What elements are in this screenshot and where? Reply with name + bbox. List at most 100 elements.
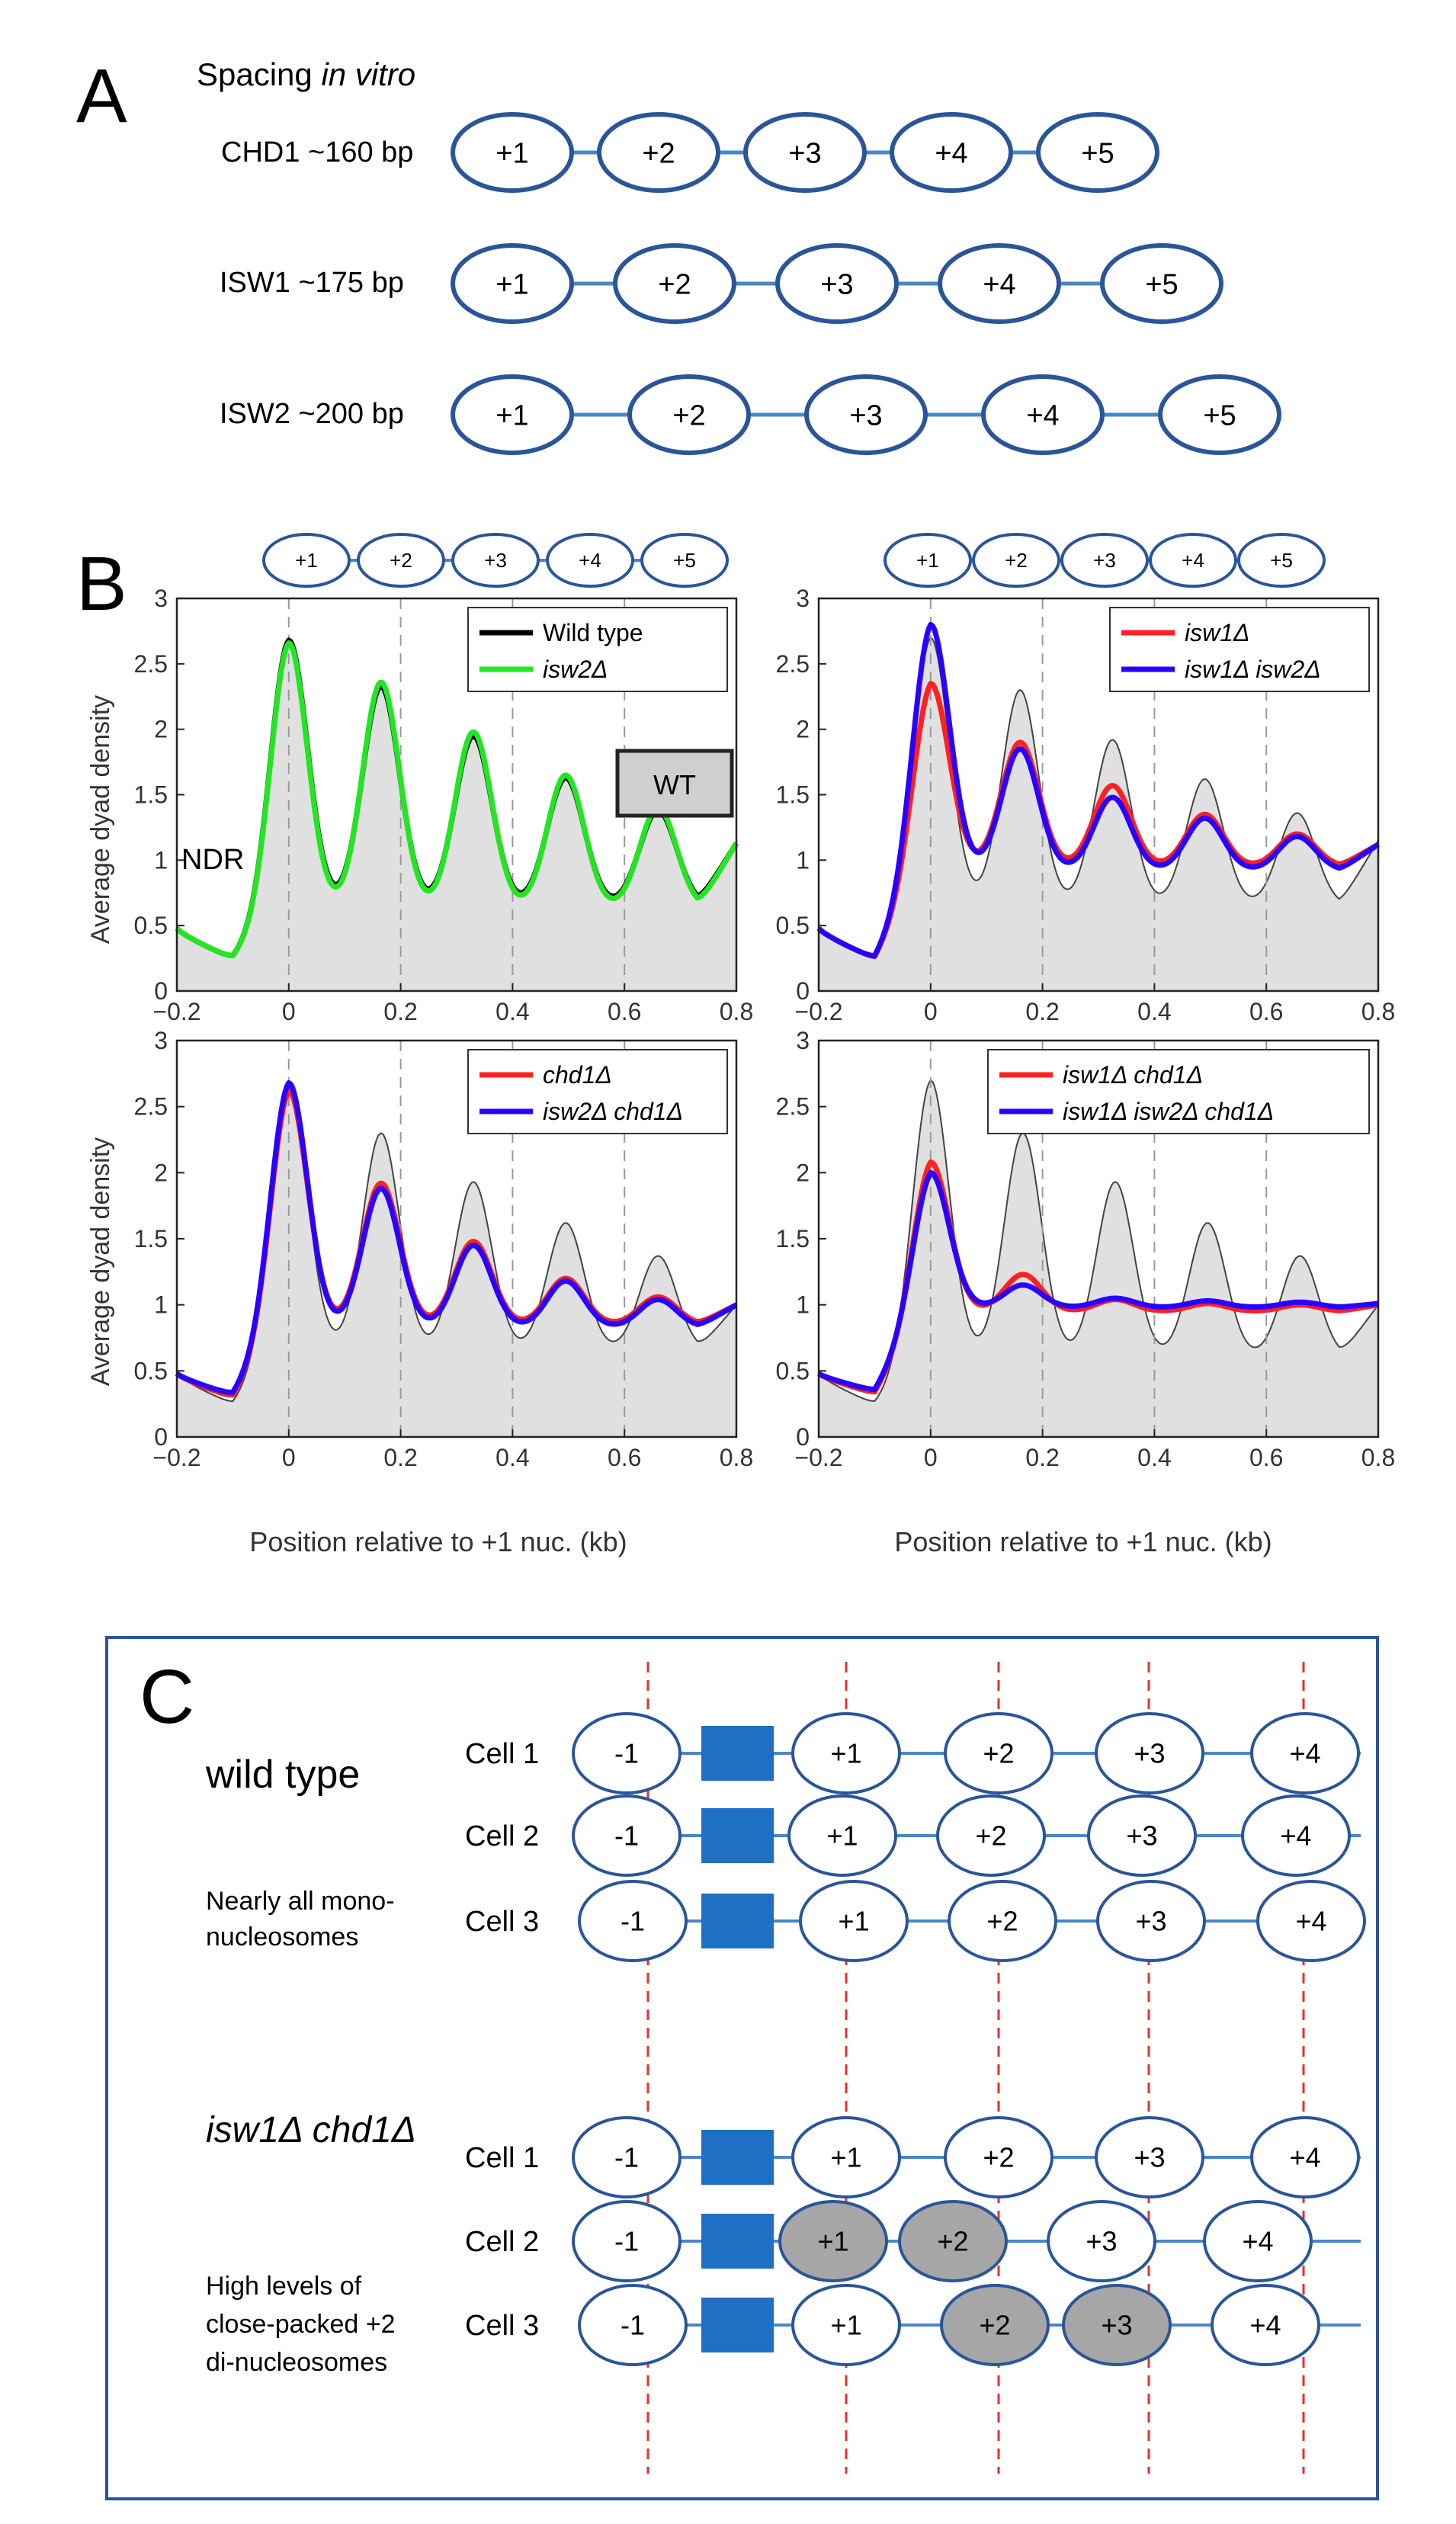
cell-nucleosome-label: +4	[1289, 2142, 1320, 2173]
ndr-label: NDR	[181, 844, 244, 876]
header-nucleosome-1-ellipse	[884, 533, 972, 588]
cell-nucleosome-ellipse	[1095, 2116, 1204, 2198]
y-tick-label: 2	[154, 1159, 168, 1186]
nucleosome-5-label: +5	[1081, 137, 1114, 169]
y-tick-label: 0	[154, 1423, 168, 1451]
cell-nucleosome-ellipse	[778, 2200, 888, 2282]
cell-row: Cell 2 -1 +1 +2 +3 +4	[465, 1794, 1361, 1877]
nucleosome-2-ellipse	[613, 243, 736, 324]
x-tick-label: 0.4	[495, 998, 529, 1025]
y-tick-label: 0	[796, 977, 810, 1005]
panel-b: B +1 +2 +3 +4 +5 +1 +2 +3 +4 +5 −0.2 0 0.2 0.4 0.6 0.…	[76, 533, 1395, 1557]
cell-nucleosome-ellipse	[1095, 1712, 1204, 1794]
nucleosome-5-ellipse	[1100, 243, 1223, 324]
cell-row: Cell 1 -1 +1 +2 +3 +4	[465, 2116, 1361, 2198]
y-tick-label: 0.5	[134, 1357, 168, 1384]
x-tick-label: 0.2	[383, 998, 417, 1025]
x-tick-label: −0.2	[794, 998, 842, 1025]
y-tick-label: 1	[154, 846, 168, 874]
header-nucleosome-2-ellipse	[357, 533, 445, 588]
cell-nucleosome-label: +2	[986, 1906, 1018, 1937]
nucleosome-4-ellipse	[981, 374, 1105, 455]
x-tick-label: 0.6	[1249, 998, 1283, 1025]
cell-nucleosome-ellipse	[1203, 2200, 1313, 2282]
cell-nucleosome-label: +3	[1134, 2142, 1165, 2173]
series-line-2	[175, 1080, 738, 1395]
header-nucleosome-1-label: +1	[916, 549, 939, 572]
cell-label: Cell 3	[465, 2310, 539, 2342]
legend-entry: isw2Δ	[543, 656, 608, 683]
cell-row: Cell 3 -1 +1 +2 +3 +4	[465, 2284, 1361, 2366]
cell-nucleosome-ellipse	[572, 1794, 681, 1877]
nucleosome-1-ellipse	[451, 374, 574, 455]
nucleosome-1-ellipse	[451, 243, 574, 324]
series-line-2	[817, 1169, 1380, 1392]
cell-nucleosome-label: +3	[1134, 1738, 1165, 1769]
cell-nucleosome-ellipse	[578, 2284, 688, 2366]
cell-nucleosome-label: +1	[830, 2142, 861, 2173]
cell-nucleosome-ellipse	[1211, 2284, 1320, 2366]
plot-chd1-vs-isw2-chd1: −0.2 0 0.2 0.4 0.6 0.800.511.522.53chd1Δisw2Δ…	[134, 1027, 754, 1471]
cell-nucleosome-label: +2	[937, 2226, 968, 2257]
cell-nucleosome-ellipse	[1087, 1794, 1197, 1877]
x-tick-label: 0.4	[1137, 998, 1171, 1025]
x-tick-label: 0.8	[720, 998, 753, 1025]
x-tick-label: 0.6	[608, 1444, 641, 1471]
nucleosome-4-label: +4	[935, 137, 967, 169]
y-tick-label: 3	[796, 585, 810, 612]
cell-nucleosome-ellipse	[791, 2116, 901, 2198]
y-tick-label: 1	[154, 1291, 168, 1319]
legend-entry: isw1Δ isw2Δ chd1Δ	[1063, 1098, 1274, 1125]
cell-nucleosome-label: +3	[1126, 1820, 1157, 1852]
nucleosome-3-label: +3	[788, 137, 821, 169]
cell-nucleosome-label: +4	[1289, 1738, 1320, 1769]
cell-nucleosome-ellipse	[572, 1712, 681, 1794]
cell-nucleosome-label: +3	[1101, 2310, 1132, 2341]
cell-nucleosome-ellipse	[898, 2200, 1008, 2282]
header-nucleosome-3-ellipse	[451, 533, 540, 588]
cell-label: Cell 1	[465, 1738, 539, 1770]
x-tick-label: 0.4	[495, 1444, 529, 1471]
spacing-label-chd1: CHD1 ~160 bp	[221, 136, 413, 168]
cell-rows: Cell 1 -1 +1 +2 +3 +4 Cell 2 -1 +1 +2 +3 +4 Cell 3 -1…	[465, 1712, 1366, 2366]
cell-label: Cell 2	[465, 1820, 539, 1852]
y-tick-label: 0	[796, 1423, 810, 1451]
ylabel-bottom: Average dyad density	[86, 1137, 115, 1386]
cell-nucleosome-label: -1	[621, 2310, 645, 2341]
spacing-label-isw1: ISW1 ~175 bp	[220, 267, 404, 299]
nucleosome-5-ellipse	[1036, 112, 1159, 193]
y-tick-label: 2	[796, 1159, 810, 1186]
cell-row: Cell 3 -1 +1 +2 +3 +4	[465, 1880, 1366, 1962]
x-tick-label: 0.6	[608, 998, 641, 1025]
legend-entry: chd1Δ	[543, 1061, 612, 1089]
cell-nucleosome-ellipse	[948, 1880, 1057, 1962]
cell-nucleosome-label: -1	[614, 1738, 639, 1769]
series-line-2	[816, 621, 1381, 959]
header-nucleosome-3-label: +3	[484, 549, 507, 572]
x-tick-label: 0	[282, 1444, 296, 1471]
cell-nucleosome-ellipse	[1096, 1880, 1206, 1962]
wt-legend-label: WT	[653, 769, 696, 800]
mutant-note-2: close-packed +2	[206, 2310, 396, 2339]
x-tick-label: 0.8	[720, 1444, 753, 1471]
nucleosome-4-label: +4	[1026, 399, 1059, 431]
panel-c-frame	[105, 1636, 1379, 2500]
nucleosome-2-ellipse	[627, 374, 751, 455]
x-tick-label: 0.6	[1249, 1444, 1283, 1471]
cell-row: Cell 2 -1 +1 +2 +3 +4	[465, 2200, 1361, 2282]
mutant-note-1: High levels of	[206, 2272, 362, 2301]
cell-nucleosome-label: +1	[830, 2310, 861, 2341]
x-tick-label: 0.8	[1361, 998, 1395, 1025]
cell-nucleosome-label: +2	[975, 1820, 1006, 1852]
cell-nucleosome-ellipse	[791, 1712, 901, 1794]
cell-nucleosome-label: +1	[826, 1820, 858, 1852]
cell-nucleosome-label: +1	[838, 1906, 869, 1937]
wild-type-note-1: Nearly all mono-	[206, 1887, 395, 1916]
x-tick-label: 0	[924, 998, 938, 1025]
panel-a-heading-italic: in vitro	[321, 56, 415, 92]
cell-label: Cell 2	[465, 2226, 539, 2258]
cell-nucleosome-ellipse	[940, 2284, 1050, 2366]
header-nucleosome-1-ellipse	[262, 533, 351, 588]
header-nucleosome-2-label: +2	[1005, 549, 1028, 572]
